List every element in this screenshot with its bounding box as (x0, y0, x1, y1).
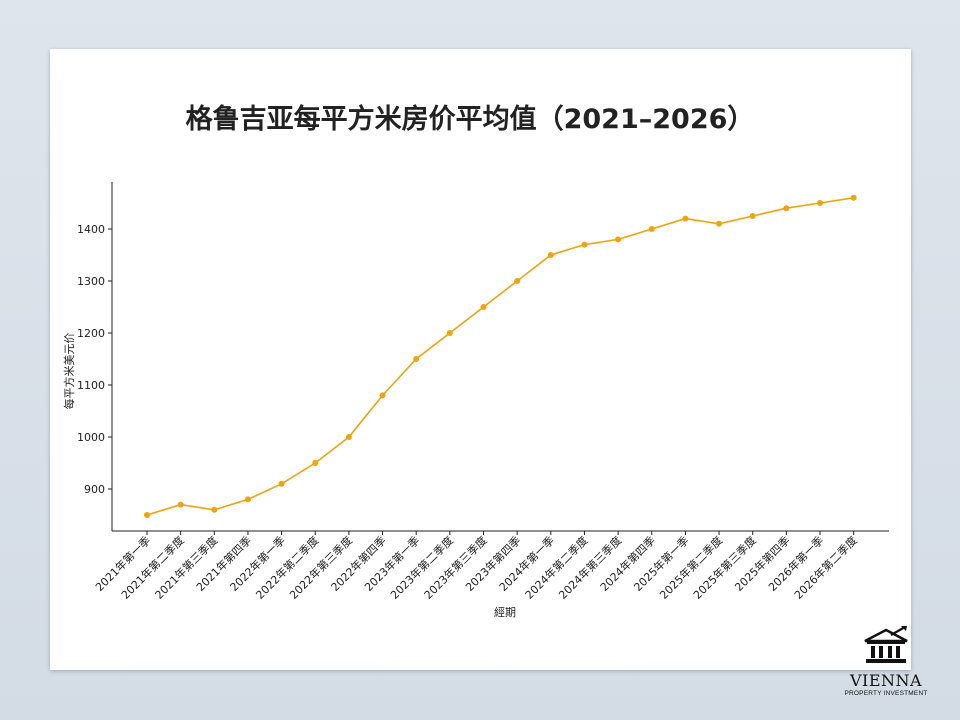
data-point (615, 236, 622, 243)
data-point (278, 480, 285, 487)
y-tick-label: 1000 (77, 431, 105, 444)
y-axis-label: 每平方米美元价 (62, 333, 76, 410)
data-point (144, 512, 150, 518)
data-point (817, 200, 823, 206)
data-point (514, 278, 521, 284)
data-point (716, 220, 723, 227)
data-point (446, 330, 453, 336)
bank-building-icon (864, 626, 908, 663)
y-tick-label: 1100 (77, 379, 105, 392)
y-tick-label: 900 (84, 483, 105, 496)
y-tick-label: 1300 (77, 275, 105, 288)
data-point (749, 213, 756, 219)
vienna-logo: VIENNA PROPERTY INVESTMENT (840, 626, 932, 702)
data-point (783, 205, 790, 212)
chart-axes: 900100011001200130014002021年第一季2021年第二季度… (77, 182, 889, 602)
brand-name: VIENNA (849, 671, 923, 690)
data-point (244, 496, 251, 503)
data-point (413, 356, 420, 362)
data-point (379, 392, 386, 399)
line-chart: 格鲁吉亚每平方米房价平均值（2021–2026） 900 1000 1100 1200… (62, 103, 889, 619)
data-point (312, 460, 319, 466)
data-point (211, 506, 218, 513)
data-point (850, 194, 857, 201)
data-point (547, 252, 554, 258)
x-axis-label: 經期 (494, 605, 516, 619)
data-point (648, 226, 655, 232)
data-point (581, 241, 588, 248)
data-point (177, 501, 184, 508)
brand-tagline: PROPERTY INVESTMENT (844, 690, 928, 697)
y-tick-label: 1400 (77, 223, 105, 236)
chart-title: 格鲁吉亚每平方米房价平均值（2021–2026） (186, 103, 755, 135)
chart-card: 格鲁吉亚每平方米房价平均值（2021–2026） 900 1000 1100 1200… (50, 49, 911, 670)
data-point (480, 304, 487, 310)
chart-marks (144, 194, 857, 518)
data-point (682, 215, 689, 222)
series-line (146, 197, 854, 516)
y-tick-label: 1200 (77, 327, 105, 340)
data-point (345, 434, 352, 440)
